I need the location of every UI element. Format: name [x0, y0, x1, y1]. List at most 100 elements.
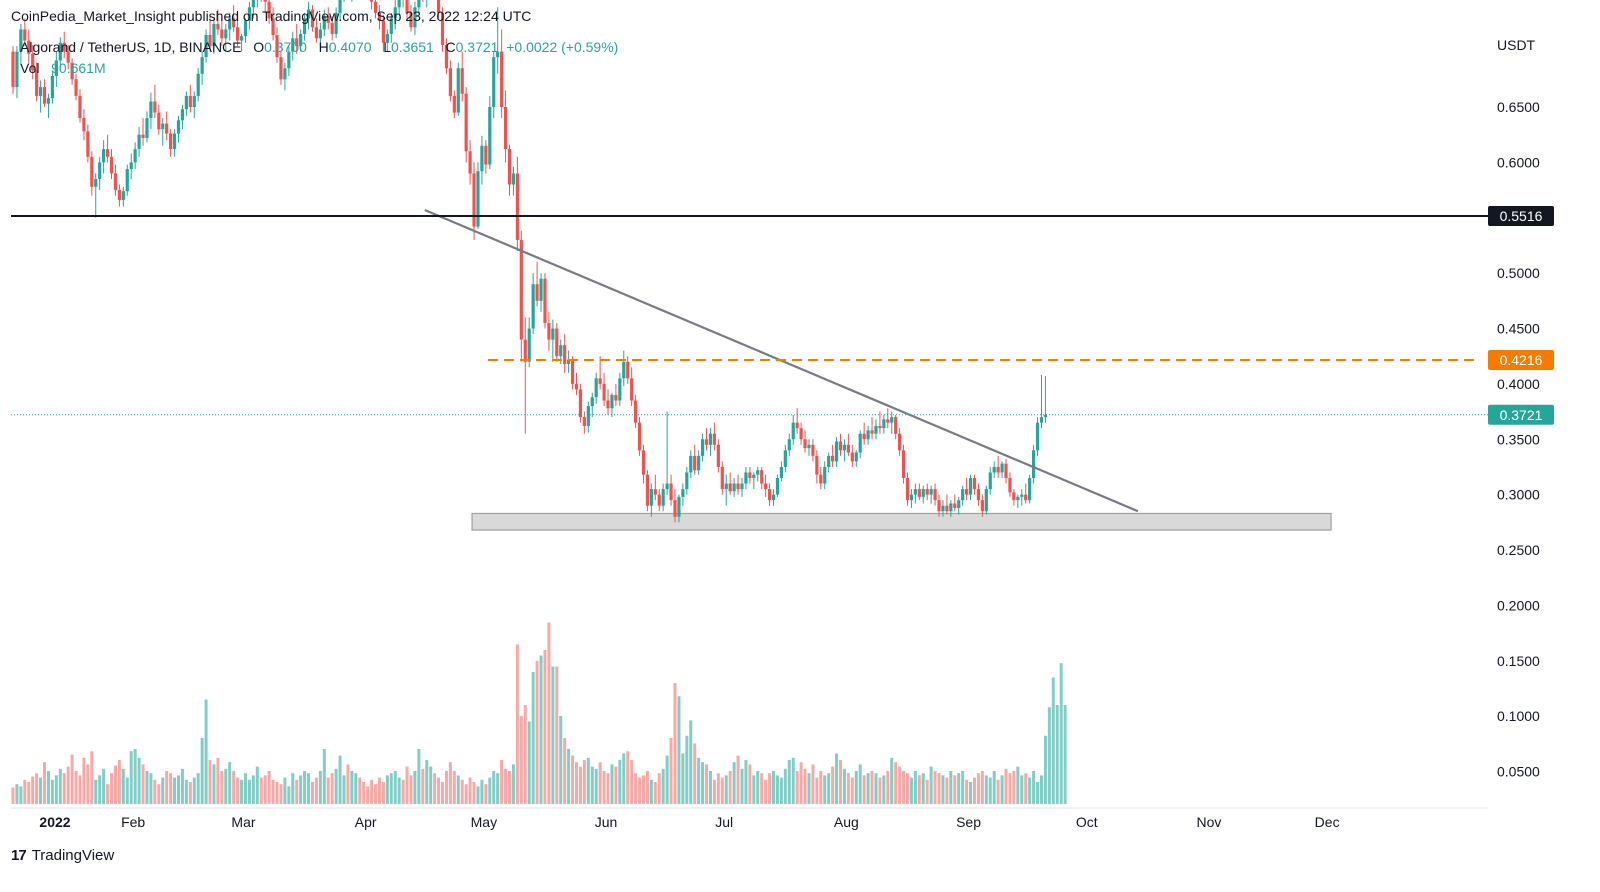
volume-bar	[374, 784, 378, 804]
volume-bar	[649, 779, 653, 804]
volume-bar	[582, 760, 586, 804]
volume-bar	[854, 771, 858, 804]
candle-body	[299, 33, 303, 47]
candle-body	[184, 95, 188, 110]
volume-bar	[543, 650, 547, 804]
candle-body	[476, 171, 480, 227]
candle-body	[334, 12, 338, 34]
volume-bar	[216, 757, 220, 804]
volume-bar	[492, 771, 496, 804]
candle-body	[291, 38, 295, 52]
volume-bar	[638, 777, 642, 804]
candle-body	[436, 0, 441, 13]
volume-bar	[598, 762, 602, 804]
candle-body	[180, 109, 185, 121]
candle-body	[78, 95, 82, 119]
candle-body	[208, 35, 212, 47]
candle-body	[992, 466, 996, 473]
volume-bar	[496, 773, 500, 804]
candle-body	[1031, 450, 1036, 479]
candle-body	[645, 474, 650, 506]
volume-bar	[464, 784, 468, 804]
y-tick-label: 0.4500	[1497, 321, 1540, 337]
volume-bar	[1016, 766, 1020, 804]
candle-body	[748, 472, 752, 479]
volume-bar	[314, 777, 318, 804]
candle-body	[1008, 478, 1012, 493]
candle-body	[949, 503, 953, 512]
candle-body	[760, 470, 764, 484]
volume-bar	[559, 716, 563, 804]
candle-body	[440, 12, 445, 45]
candle-body	[503, 107, 508, 150]
candle-body	[791, 422, 795, 440]
volume-bar	[1047, 707, 1051, 804]
volume-bar	[397, 777, 401, 804]
x-tick-label: Sep	[956, 814, 981, 830]
volume-bar	[299, 775, 303, 804]
volume-bar	[921, 773, 925, 804]
candle-body	[121, 191, 125, 201]
candle-body	[228, 18, 232, 30]
symbol-name[interactable]: Algorand / TetherUS, 1D, BINANCE	[20, 39, 242, 55]
candle-body	[677, 496, 681, 517]
volume-bar	[831, 766, 835, 804]
volume-bar	[630, 760, 634, 804]
candle-body	[598, 378, 602, 384]
volume-bar	[417, 749, 421, 804]
x-tick-label: May	[471, 814, 497, 830]
volume-bar	[835, 753, 839, 804]
candle-body	[74, 79, 78, 96]
volume-legend[interactable]: Vol 90.661M	[20, 60, 106, 76]
volume-bar	[125, 777, 129, 804]
volume-bar	[744, 760, 748, 804]
volume-bar	[448, 762, 452, 804]
volume-bar	[508, 771, 512, 804]
volume-bar	[145, 771, 149, 804]
candle-body	[862, 433, 866, 440]
volume-bar	[476, 786, 480, 804]
tradingview-logo-icon[interactable]: 17	[11, 847, 27, 864]
support-zone	[471, 512, 1332, 531]
candle-body	[630, 378, 634, 401]
volume-bar	[263, 775, 267, 804]
candle-body	[82, 118, 86, 132]
volume-bar	[393, 771, 397, 804]
volume-bar	[1055, 705, 1059, 804]
volume-bar	[224, 768, 228, 804]
candle-body	[854, 452, 858, 462]
candle-body	[161, 123, 165, 130]
candle-body	[397, 0, 401, 8]
candle-body	[62, 42, 66, 52]
volume-bar	[433, 773, 437, 804]
volume-bar	[984, 775, 988, 804]
volume-bar	[283, 777, 287, 804]
volume-bar	[996, 779, 1000, 804]
candle-body	[866, 430, 870, 440]
candle-body	[283, 68, 287, 80]
candle-body	[996, 466, 1000, 473]
volume-bar	[322, 749, 326, 804]
candle-body	[803, 439, 807, 449]
volume-bar	[917, 775, 921, 804]
candle-body	[275, 35, 279, 58]
candle-body	[133, 149, 137, 163]
brand-name[interactable]: TradingView	[31, 847, 115, 864]
volume-bar	[358, 777, 362, 804]
candle-body	[736, 483, 740, 490]
volume-bar	[1020, 775, 1024, 804]
high-label: H	[318, 39, 329, 55]
candle-body	[965, 489, 969, 495]
volume-bar	[535, 661, 539, 804]
volume-bar	[338, 755, 342, 804]
candle-body	[31, 53, 35, 71]
candle-body	[539, 278, 543, 301]
candle-body	[905, 478, 910, 501]
candle-body	[176, 120, 181, 134]
volume-bar	[756, 771, 760, 804]
symbol-legend[interactable]: Algorand / TetherUS, 1D, BINANCE O0.3700…	[20, 39, 618, 55]
volume-bar	[791, 757, 795, 804]
published-info: CoinPedia_Market_Insight published on Tr…	[11, 8, 532, 24]
volume-bar	[937, 773, 941, 804]
